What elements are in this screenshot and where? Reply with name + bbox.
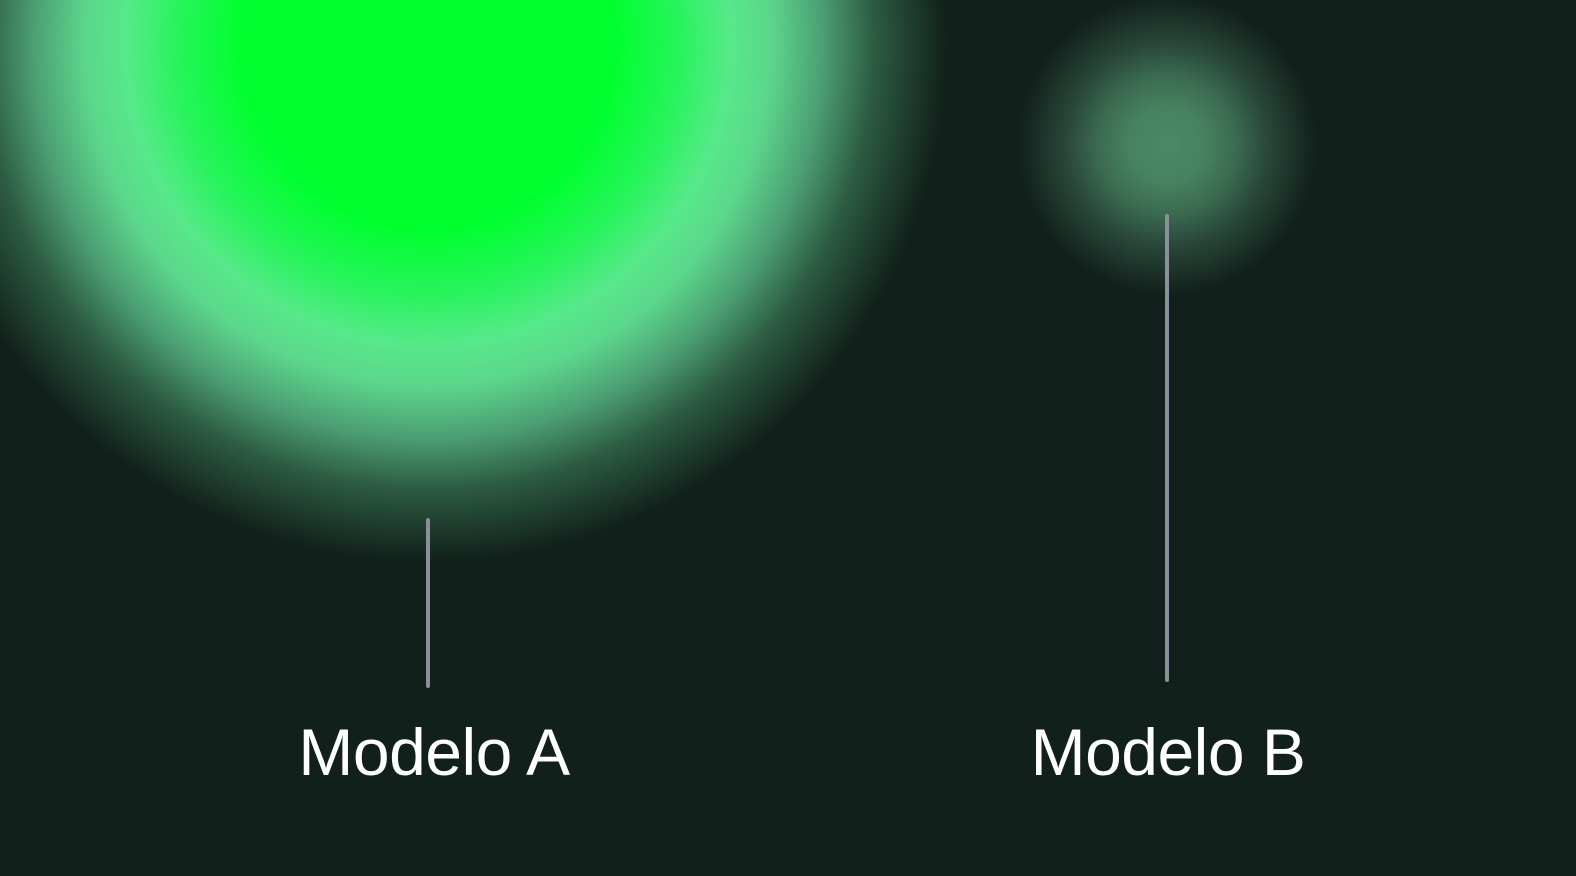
model-a-label: Modelo A xyxy=(298,715,570,789)
model-b-connector-line xyxy=(1165,214,1169,682)
model-a-glow xyxy=(0,0,948,563)
model-a-connector-line xyxy=(426,518,430,688)
model-b-label: Modelo B xyxy=(1030,715,1306,789)
